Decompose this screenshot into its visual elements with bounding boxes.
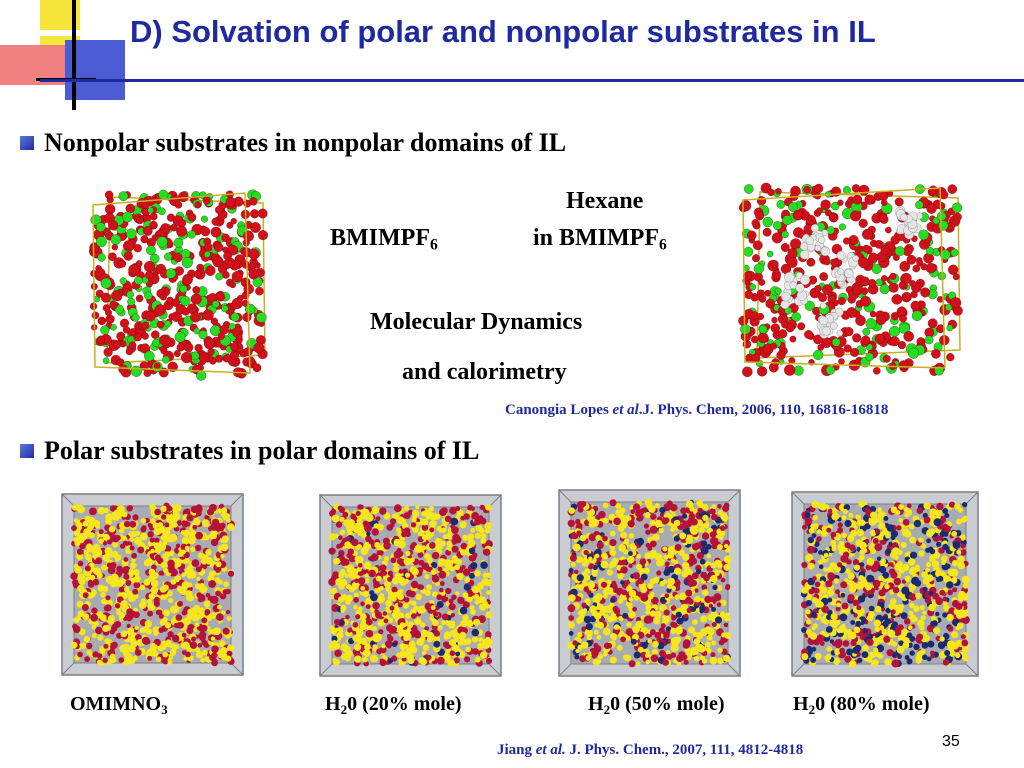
water-20-simulation-box xyxy=(319,494,502,677)
corner-decoration xyxy=(0,0,135,110)
hexane-bmimpf6-simulation-box xyxy=(738,182,963,378)
section1-heading-text: Nonpolar substrates in nonpolar domains … xyxy=(44,128,567,157)
label-hexane: Hexane xyxy=(566,188,644,214)
title-underline xyxy=(40,79,1024,82)
citation-jiang: Jiang et al. J. Phys. Chem., 2007, 111, … xyxy=(497,742,804,758)
bmimpf6-simulation-box xyxy=(89,189,268,381)
label-bmimpf6: BMIMPF6 xyxy=(330,225,438,254)
caption-water-80: H20 (80% mole) xyxy=(793,693,930,717)
method-line2: and calorimetry xyxy=(402,359,567,385)
slide-title: D) Solvation of polar and nonpolar subst… xyxy=(130,14,876,49)
water-80-simulation-box xyxy=(791,491,979,677)
water-50-simulation-box xyxy=(558,489,741,677)
section2-heading: Polar substrates in polar domains of IL xyxy=(20,436,479,466)
bullet-square-icon xyxy=(20,444,34,458)
bullet-square-icon xyxy=(20,136,34,150)
label-in-bmimpf6: in BMIMPF6 xyxy=(533,225,667,254)
method-line1: Molecular Dynamics xyxy=(370,309,583,335)
caption-water-20: H20 (20% mole) xyxy=(325,693,462,717)
section1-heading: Nonpolar substrates in nonpolar domains … xyxy=(20,128,566,158)
citation-canongia: Canongia Lopes et al.J. Phys. Chem, 2006… xyxy=(505,402,889,418)
section2-heading-text: Polar substrates in polar domains of IL xyxy=(44,436,480,465)
caption-water-50: H20 (50% mole) xyxy=(588,693,725,717)
omimno3-simulation-box xyxy=(61,493,244,676)
page-number: 35 xyxy=(942,733,960,750)
caption-omimno3: OMIMNO3 xyxy=(70,693,168,717)
